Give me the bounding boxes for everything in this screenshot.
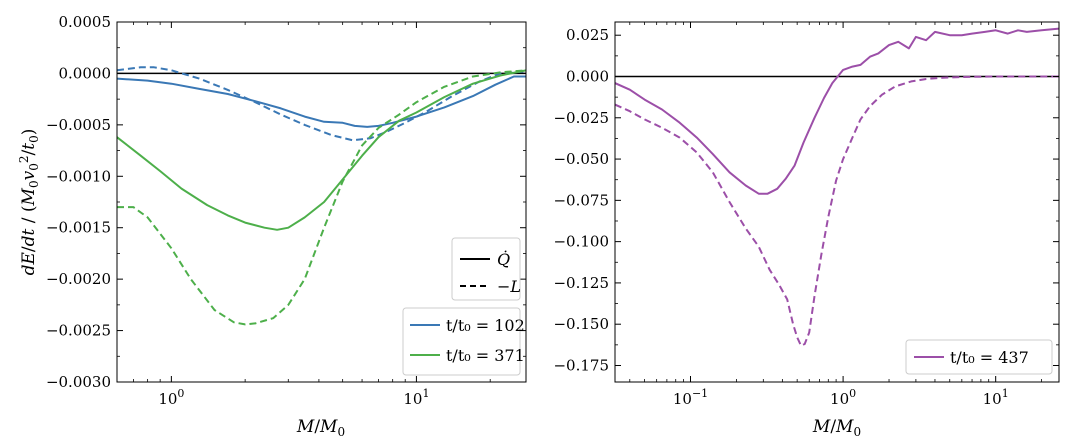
left-series-legend: t/t₀ = 102 t/t₀ = 371 — [402, 307, 525, 376]
left-ytick-label: −0.0015 — [46, 219, 111, 237]
left-ytick-label: −0.0025 — [46, 322, 111, 340]
right-series-legend-box — [905, 339, 1053, 375]
style-legend-box — [451, 237, 521, 301]
left-series-line-0-solid — [117, 75, 526, 128]
left-panel: 0.0005 0.0000 −0.0005 −0.0010 −0.0015 −0.0020… — [17, 13, 527, 439]
right-ytick-label: 0.000 — [566, 67, 609, 85]
left-ytick-label: 0.0000 — [59, 64, 112, 82]
right-ytick-label: −0.125 — [553, 274, 609, 292]
right-ytick-label: −0.175 — [553, 356, 609, 374]
right-xtick-label: 10−1 — [673, 387, 708, 408]
left-x-axis-label: M/M0 — [296, 417, 345, 439]
right-ticks-group: 0.025 0.000 −0.025 −0.050 −0.075 −0.100 −0.125… — [553, 22, 1059, 408]
left-series-group — [117, 66, 526, 326]
right-series-line-0-solid — [615, 27, 1059, 195]
right-ytick-label: −0.025 — [553, 109, 609, 127]
left-series-line-1-dashed — [117, 66, 526, 142]
legend-label-437: t/t₀ = 437 — [950, 348, 1029, 367]
right-ytick-label: −0.150 — [553, 315, 609, 333]
right-xtick-label: 100 — [830, 387, 856, 408]
right-x-axis-label: M/M0 — [812, 417, 861, 439]
left-ytick-label: −0.0010 — [46, 167, 111, 185]
left-xtick-label: 100 — [158, 387, 184, 408]
right-series-line-1-dashed — [615, 75, 1059, 347]
legend-label-371: t/t₀ = 371 — [446, 346, 525, 365]
right-ytick-label: −0.050 — [553, 150, 609, 168]
left-series-line-3-dashed — [117, 69, 526, 326]
right-plot-frame — [614, 21, 1060, 383]
style-legend: Q̇ −L — [451, 237, 521, 301]
legend-label-102: t/t₀ = 102 — [446, 316, 525, 335]
left-ytick-label: −0.0020 — [46, 270, 111, 288]
right-series-group — [615, 27, 1059, 347]
style-legend-label-dashed: −L — [497, 277, 521, 296]
style-legend-label-solid: Q̇ — [497, 250, 510, 269]
left-ytick-label: −0.0030 — [46, 373, 111, 391]
right-panel: 0.025 0.000 −0.025 −0.050 −0.075 −0.100 −0.125… — [553, 21, 1060, 439]
right-xtick-label: 101 — [983, 387, 1009, 408]
left-xtick-label: 101 — [403, 387, 429, 408]
left-ytick-label: −0.0005 — [46, 116, 111, 134]
right-ytick-label: −0.075 — [553, 191, 609, 209]
left-ytick-label: 0.0005 — [59, 13, 112, 31]
svg-text:dE/dt / (M0v02/t0): dE/dt / (M0v02/t0) — [17, 129, 41, 276]
right-ytick-label: 0.025 — [566, 26, 609, 44]
left-y-axis-label: dE/dt / (M0v02/t0) — [17, 129, 41, 276]
right-ytick-label: −0.100 — [553, 233, 609, 251]
left-series-line-2-solid — [117, 69, 526, 231]
right-series-legend: t/t₀ = 437 — [905, 339, 1053, 375]
left-ticks-group: 0.0005 0.0000 −0.0005 −0.0010 −0.0015 −0.0020… — [46, 13, 526, 408]
